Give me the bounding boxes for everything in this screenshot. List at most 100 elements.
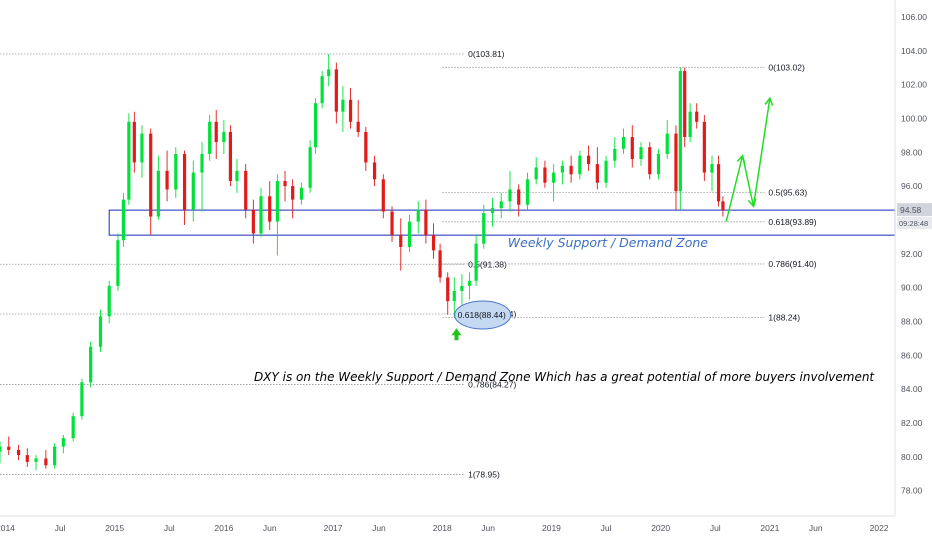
candle-body bbox=[121, 199, 125, 241]
candle-body bbox=[438, 250, 442, 278]
candle-body bbox=[107, 285, 111, 317]
analysis-annotation: DXY is on the Weekly Support / Demand Zo… bbox=[254, 370, 875, 384]
candle-body bbox=[208, 121, 212, 154]
candle-body bbox=[630, 137, 634, 160]
candle-body bbox=[53, 446, 57, 466]
candle-body bbox=[431, 235, 436, 251]
x-tick-label: 2020 bbox=[651, 523, 670, 533]
candle-body bbox=[474, 243, 478, 281]
candle-body bbox=[604, 160, 608, 183]
candle-body bbox=[665, 133, 669, 154]
candle-body bbox=[517, 189, 521, 205]
x-tick-label: Jul bbox=[710, 523, 721, 533]
candle-body bbox=[721, 201, 725, 211]
candle-body bbox=[552, 172, 556, 183]
candle-body bbox=[587, 155, 591, 165]
y-tick-label: 84.00 bbox=[901, 384, 923, 394]
candle-body bbox=[656, 153, 661, 175]
candle-body bbox=[222, 131, 226, 143]
candle-body bbox=[490, 208, 495, 214]
bar-timer-label: 09:28:48 bbox=[899, 219, 928, 228]
candle-body bbox=[416, 209, 420, 222]
candle-body bbox=[674, 133, 678, 192]
candle-body bbox=[320, 76, 324, 104]
candle-body bbox=[560, 165, 564, 173]
candle-body bbox=[327, 69, 331, 77]
fib-level-label: 0.786(84.27) bbox=[468, 380, 516, 390]
demand-zone-label: Weekly Support / Demand Zone bbox=[508, 235, 709, 250]
x-tick-label: 2019 bbox=[542, 523, 561, 533]
candle-body bbox=[613, 148, 617, 161]
candle-body bbox=[372, 162, 377, 180]
bar-timer-badge bbox=[897, 217, 932, 230]
y-tick-label: 106.00 bbox=[901, 12, 927, 22]
candle-body bbox=[683, 71, 687, 138]
fib-highlight-ellipse bbox=[454, 300, 512, 330]
candle-body bbox=[98, 316, 103, 347]
candle-body bbox=[291, 186, 295, 200]
x-tick-label: 2022 bbox=[870, 523, 889, 533]
candle-body bbox=[356, 121, 360, 132]
candle-body bbox=[482, 213, 486, 244]
candle-body bbox=[25, 455, 29, 462]
candle-body bbox=[149, 133, 153, 217]
x-tick-label: 2014 bbox=[0, 523, 15, 533]
candle-body bbox=[381, 179, 385, 212]
last-price-badge bbox=[897, 203, 932, 217]
y-tick-label: 80.00 bbox=[901, 452, 923, 462]
fib-level-label: 0(103.02) bbox=[768, 62, 805, 72]
candle-body bbox=[334, 69, 338, 112]
x-tick-label: Jun bbox=[263, 523, 277, 533]
x-tick-label: 2015 bbox=[105, 523, 124, 533]
y-tick-label: 104.00 bbox=[901, 46, 927, 56]
candle-body bbox=[648, 147, 652, 175]
candle-body bbox=[7, 446, 11, 451]
up-arrow-marker bbox=[451, 328, 462, 341]
y-tick-label: 92.00 bbox=[901, 249, 923, 259]
candle-body bbox=[313, 103, 318, 148]
y-tick-label: 102.00 bbox=[901, 80, 927, 90]
candle-body bbox=[424, 209, 428, 236]
candle-body bbox=[200, 153, 204, 173]
projection-arrowhead bbox=[736, 154, 746, 164]
candle-body bbox=[534, 167, 538, 180]
y-tick-label: 82.00 bbox=[901, 418, 923, 428]
candle-body bbox=[508, 189, 512, 202]
y-tick-label: 96.00 bbox=[901, 181, 923, 191]
candle-body bbox=[467, 280, 472, 286]
y-tick-label: 90.00 bbox=[901, 283, 923, 293]
candle-body bbox=[299, 187, 303, 200]
fib-level-label: 0.618(93.89) bbox=[768, 217, 816, 227]
candle-body bbox=[140, 133, 144, 163]
candle-body bbox=[165, 170, 169, 190]
candle-body bbox=[695, 111, 699, 122]
candle-body bbox=[275, 181, 279, 222]
candle-body bbox=[621, 137, 626, 149]
x-tick-label: Jun bbox=[481, 523, 495, 533]
x-tick-label: Jul bbox=[164, 523, 175, 533]
candle-body bbox=[678, 71, 682, 192]
candle-body bbox=[702, 121, 706, 173]
fib-level-label: 0(103.81) bbox=[468, 49, 505, 59]
candle-body bbox=[244, 170, 248, 210]
fib-level-label: 0.786(91.40) bbox=[768, 259, 816, 269]
candle-body bbox=[543, 167, 547, 183]
y-tick-label: 88.00 bbox=[901, 316, 923, 326]
fib-level-label: 1(78.95) bbox=[468, 470, 500, 480]
y-tick-label: 78.00 bbox=[901, 486, 923, 496]
candle-body bbox=[390, 211, 394, 236]
candle-body bbox=[214, 121, 218, 143]
candle-body bbox=[16, 450, 21, 456]
candle-body bbox=[364, 131, 368, 163]
x-tick-label: Jun bbox=[809, 523, 823, 533]
candle-body bbox=[259, 196, 263, 234]
candle-body bbox=[283, 181, 287, 187]
fib-highlight-label: 0.618(88.44) bbox=[458, 310, 506, 320]
candle-body bbox=[525, 179, 530, 205]
y-tick-label: 98.00 bbox=[901, 147, 923, 157]
candle-body bbox=[174, 153, 178, 190]
x-tick-label: Jul bbox=[601, 523, 612, 533]
candle-body bbox=[578, 155, 582, 175]
